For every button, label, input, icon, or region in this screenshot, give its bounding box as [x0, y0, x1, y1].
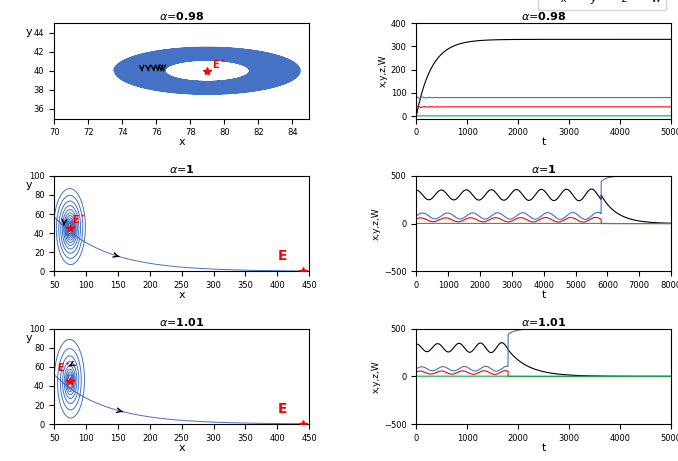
Y-axis label: y: y [26, 333, 32, 343]
X-axis label: t: t [542, 290, 546, 300]
Text: $\mathbf{E}$: $\mathbf{E}$ [277, 249, 287, 263]
X-axis label: t: t [542, 137, 546, 147]
Title: $\alpha$=$\mathbf{1.01}$: $\alpha$=$\mathbf{1.01}$ [521, 316, 566, 328]
Title: $\alpha$=$\mathbf{0.98}$: $\alpha$=$\mathbf{0.98}$ [159, 10, 204, 22]
Text: $\mathbf{E}$: $\mathbf{E}$ [277, 402, 287, 416]
X-axis label: t: t [542, 443, 546, 453]
Title: $\alpha$=$\mathbf{1}$: $\alpha$=$\mathbf{1}$ [531, 163, 557, 175]
X-axis label: x: x [178, 137, 185, 147]
Y-axis label: y: y [26, 27, 32, 37]
Title: $\alpha$=$\mathbf{1}$: $\alpha$=$\mathbf{1}$ [169, 163, 195, 175]
Y-axis label: x,y,z,W: x,y,z,W [372, 360, 381, 393]
Y-axis label: x,y,z,W: x,y,z,W [372, 207, 381, 240]
Legend: $x$, $y$, $z$, $W$: $x$, $y$, $z$, $W$ [538, 0, 666, 10]
Y-axis label: y: y [26, 180, 32, 190]
X-axis label: x: x [178, 443, 185, 453]
Title: $\alpha$=$\mathbf{1.01}$: $\alpha$=$\mathbf{1.01}$ [159, 316, 204, 328]
Text: $\mathbf{E^*}$: $\mathbf{E^*}$ [72, 212, 85, 225]
X-axis label: x: x [178, 290, 185, 300]
Text: $\mathbf{E^*}$: $\mathbf{E^*}$ [58, 360, 71, 373]
Y-axis label: x,y,z,W: x,y,z,W [379, 54, 388, 87]
Title: $\alpha$=$\mathbf{0.98}$: $\alpha$=$\mathbf{0.98}$ [521, 10, 566, 22]
Text: $\mathbf{E^*}$: $\mathbf{E^*}$ [212, 58, 226, 71]
